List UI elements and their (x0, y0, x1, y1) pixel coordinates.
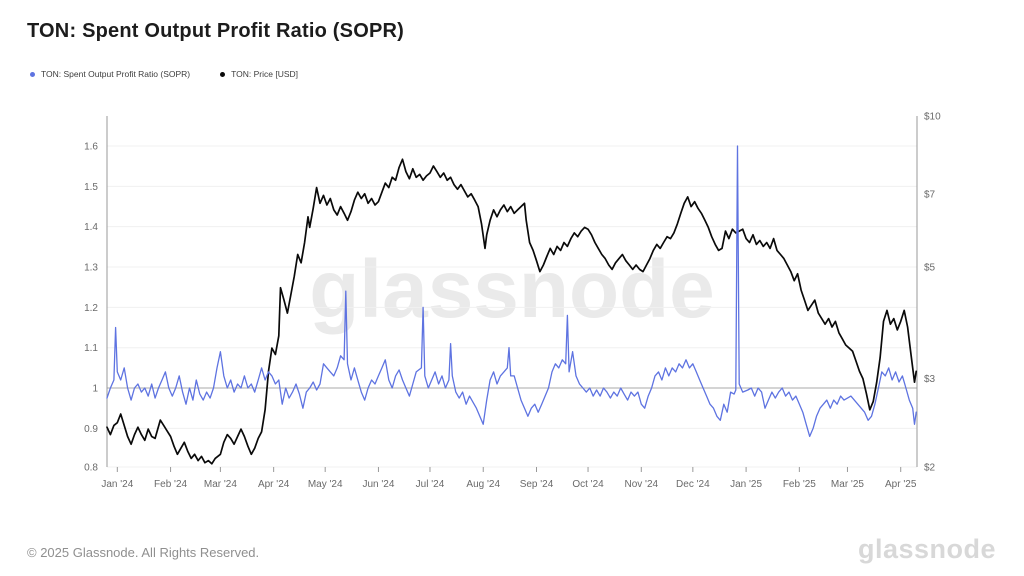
legend: TON: Spent Output Profit Ratio (SOPR) TO… (30, 69, 298, 79)
svg-text:0.8: 0.8 (84, 463, 98, 474)
svg-text:1.6: 1.6 (84, 142, 98, 153)
svg-text:0.9: 0.9 (84, 424, 98, 435)
svg-text:Jan '25: Jan '25 (730, 479, 762, 490)
svg-text:$3: $3 (924, 374, 936, 385)
svg-text:Sep '24: Sep '24 (520, 479, 554, 490)
svg-text:$10: $10 (924, 112, 941, 123)
legend-label: TON: Spent Output Profit Ratio (SOPR) (41, 69, 191, 79)
svg-text:Jul '24: Jul '24 (416, 479, 445, 490)
svg-text:May '24: May '24 (308, 479, 343, 490)
axes (106, 116, 918, 472)
legend-label: TON: Price [USD] (231, 69, 299, 79)
glassnode-logo: glassnode (857, 534, 996, 564)
svg-text:1: 1 (92, 384, 98, 395)
svg-text:Jan '24: Jan '24 (101, 479, 133, 490)
svg-text:1.3: 1.3 (84, 263, 98, 274)
svg-text:Dec '24: Dec '24 (676, 479, 710, 490)
svg-text:1.2: 1.2 (84, 303, 98, 314)
x-axis-labels: Jan '24 Feb '24 Mar '24 Apr '24 May '24 Jun '… (101, 479, 916, 490)
glassnode-watermark: glassnode (309, 244, 715, 335)
svg-text:Mar '24: Mar '24 (204, 479, 237, 490)
legend-item-price[interactable]: TON: Price [USD] (220, 69, 298, 79)
svg-text:Apr '25: Apr '25 (885, 479, 917, 490)
sopr-series-line (106, 145, 917, 438)
svg-text:1.4: 1.4 (84, 222, 98, 233)
page-title: TON: Spent Output Profit Ratio (SOPR) (27, 20, 404, 42)
legend-item-sopr[interactable]: TON: Spent Output Profit Ratio (SOPR) (30, 69, 190, 79)
svg-text:Feb '24: Feb '24 (154, 479, 187, 490)
svg-text:Aug '24: Aug '24 (466, 479, 500, 490)
svg-text:$7: $7 (924, 189, 936, 200)
svg-text:$5: $5 (924, 263, 936, 274)
svg-text:Nov '24: Nov '24 (625, 479, 659, 490)
svg-text:1.1: 1.1 (84, 343, 98, 354)
svg-text:1.5: 1.5 (84, 182, 98, 193)
series-color-dot-icon (30, 71, 35, 77)
series-color-dot-icon (220, 71, 226, 77)
svg-text:Jun '24: Jun '24 (362, 479, 394, 490)
svg-text:Mar '25: Mar '25 (831, 479, 864, 490)
price-series-line (106, 158, 918, 465)
left-axis-labels: 0.8 0.9 1 1.1 1.2 1.3 1.4 1.5 1.6 (84, 142, 98, 474)
gridlines (107, 145, 917, 468)
svg-text:Feb '25: Feb '25 (783, 479, 816, 490)
svg-text:Oct '24: Oct '24 (572, 479, 604, 490)
svg-text:$2: $2 (924, 463, 936, 474)
copyright-text: © 2025 Glassnode. All Rights Reserved. (27, 545, 260, 560)
svg-text:Apr '24: Apr '24 (258, 479, 290, 490)
right-axis-labels: $2 $3 $5 $7 $10 (924, 112, 941, 474)
